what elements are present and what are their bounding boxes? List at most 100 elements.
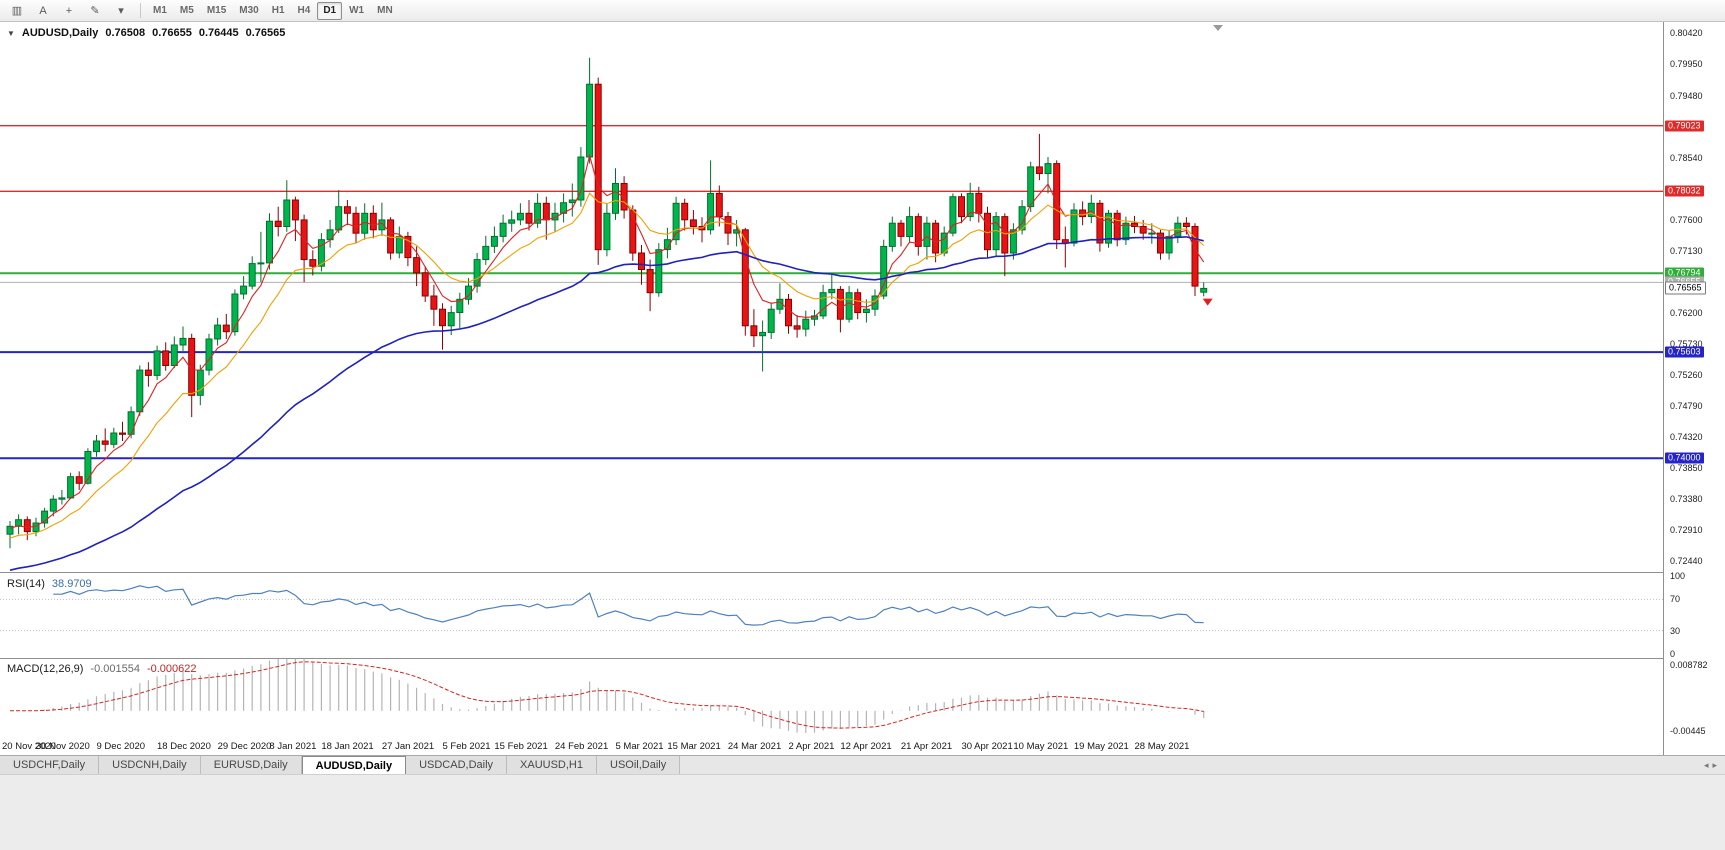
date-label: 30 Apr 2021	[961, 741, 1013, 752]
chart-symbol: AUDUSD,Daily	[21, 27, 99, 39]
price-tick: 0.75730	[1670, 338, 1703, 349]
price-tick: 0.72910	[1670, 525, 1703, 536]
timeframe-m5[interactable]: M5	[179, 5, 194, 16]
price-axis[interactable]: 0.80420 0.79950 0.79480 0.78540 0.77600 0.771…	[1663, 22, 1725, 755]
date-label: 18 Jan 2021	[321, 741, 374, 752]
chart-tab-usdchf[interactable]: USDCHF,Daily	[0, 756, 100, 774]
level-price-badge: 0.78032	[1665, 185, 1704, 197]
rsi-label-row: RSI(14) 38.9709	[7, 578, 92, 590]
chart-area[interactable]: ▼ AUDUSD,Daily 0.76508 0.76655 0.76445 0…	[0, 22, 1725, 755]
price-tick: 0.73380	[1670, 494, 1703, 505]
pane-separator-macd[interactable]	[0, 658, 1725, 659]
date-label: 5 Feb 2021	[442, 741, 491, 752]
timeframe-group: M1 M5 M15 M30 H1 H4 D1 W1 MN	[147, 1, 399, 20]
timeframe-m15[interactable]: M15	[206, 5, 227, 16]
date-label: 5 Mar 2021	[615, 741, 664, 752]
chart-tab-usdcad[interactable]: USDCAD,Daily	[406, 756, 508, 774]
chart-window-icon[interactable]: ▥	[11, 5, 23, 17]
date-label: 24 Feb 2021	[554, 741, 609, 752]
price-tick: 0.80420	[1670, 28, 1703, 39]
timeframe-w1[interactable]: W1	[349, 5, 365, 16]
price-tick: 0.77130	[1670, 246, 1703, 256]
tab-scroll-left-icon[interactable]: ◂	[1703, 759, 1709, 770]
date-label: 27 Jan 2021	[381, 741, 435, 752]
timeframe-mn[interactable]: MN	[377, 5, 393, 16]
timeframe-h4[interactable]: H4	[297, 5, 311, 16]
price-tick: 0.76200	[1670, 307, 1703, 318]
date-label: 2 Apr 2021	[788, 741, 835, 752]
toolbar-separator	[140, 3, 141, 18]
chart-shift-marker[interactable]	[1213, 25, 1223, 31]
toolbar-icon-group: ▥ A + ✎ ▾	[4, 1, 134, 21]
dropdown-arrow-icon[interactable]: ▾	[118, 5, 124, 17]
date-label: 24 Mar 2021	[727, 741, 782, 752]
top-toolbar: ▥ A + ✎ ▾ M1 M5 M15 M30 H1 H4 D1 W1 MN	[0, 0, 1725, 22]
price-tick: 0.79950	[1670, 59, 1703, 70]
status-area	[0, 774, 1725, 850]
rsi-value: 38.9709	[51, 578, 92, 590]
chart-tab-audusd[interactable]: AUDUSD,Daily	[301, 756, 407, 774]
chart-tab-usoil[interactable]: USOil,Daily	[597, 756, 681, 774]
tab-scroll-right-icon[interactable]: ▸	[1712, 759, 1717, 770]
date-label: 8 Jan 2021	[269, 741, 317, 752]
chart-tab-eurusd[interactable]: EURUSD,Daily	[200, 756, 302, 774]
rsi-axis-tick: 70	[1670, 594, 1681, 605]
macd-label-row: MACD(12,26,9) -0.001554 -0.000622	[7, 663, 197, 675]
chart-tab-bar: USDCHF,Daily USDCNH,Daily EURUSD,Daily AUDU…	[0, 755, 1725, 774]
rsi-canvas[interactable]	[0, 573, 1663, 657]
price-chart-canvas[interactable]	[0, 22, 1663, 572]
macd-signal-value: -0.000622	[146, 663, 197, 675]
price-tick: 0.73850	[1670, 463, 1703, 474]
rsi-label: RSI(14)	[7, 578, 45, 590]
date-label: 30 Nov 2020	[35, 741, 90, 752]
level-price-badge: 0.75603	[1665, 346, 1704, 358]
macd-canvas[interactable]	[0, 659, 1663, 737]
chart-tab-xauusd[interactable]: XAUUSD,H1	[507, 756, 597, 774]
current-price-badge: 0.76565	[1665, 281, 1706, 295]
timeframe-m1[interactable]: M1	[153, 5, 167, 16]
date-label: 20 Nov 2020	[2, 741, 56, 752]
collapse-triangle-icon[interactable]: ▼	[7, 28, 15, 38]
chart-low: 0.76445	[198, 27, 239, 39]
level-price-badge: 0.74000	[1665, 452, 1704, 464]
cursor-icon[interactable]: A	[39, 4, 47, 17]
chart-high: 0.76655	[152, 27, 192, 39]
date-label: 10 May 2021	[1013, 741, 1069, 752]
macd-label: MACD(12,26,9)	[7, 663, 84, 675]
crosshair-icon[interactable]: +	[65, 4, 73, 17]
timeframe-d1[interactable]: D1	[317, 1, 343, 20]
chart-header: ▼ AUDUSD,Daily 0.76508 0.76655 0.76445 0…	[7, 27, 285, 39]
pane-separator-rsi[interactable]	[0, 572, 1725, 573]
rsi-axis-tick: 0	[1670, 649, 1676, 659]
date-label: 28 May 2021	[1134, 741, 1190, 752]
price-tick: 0.74790	[1670, 400, 1703, 411]
chart-tab-usdcnh[interactable]: USDCNH,Daily	[99, 756, 201, 774]
date-label: 21 Apr 2021	[900, 741, 953, 752]
level-price-badge: 0.76794	[1665, 267, 1704, 279]
date-label: 18 Dec 2020	[157, 741, 211, 752]
draw-tools-icon[interactable]: ✎	[90, 5, 100, 17]
date-label: 29 Dec 2020	[217, 741, 272, 752]
price-tick: 0.77600	[1670, 214, 1703, 225]
date-axis[interactable]: 20 Nov 2020 30 Nov 2020 9 Dec 2020 18 Dec 2…	[0, 737, 1663, 755]
price-tick: 0.78540	[1670, 152, 1703, 163]
date-label: 19 May 2021	[1073, 741, 1129, 752]
chart-close: 0.76565	[245, 27, 286, 39]
level-price-badge: 0.79023	[1665, 120, 1704, 132]
price-tick: 0.79480	[1670, 90, 1703, 101]
rsi-axis-tick: 30	[1670, 625, 1681, 636]
macd-axis-max: 0.008782	[1670, 660, 1708, 670]
price-tick: 0.72440	[1670, 556, 1703, 567]
macd-axis-min: -0.00445	[1670, 726, 1706, 736]
date-label: 12 Apr 2021	[840, 741, 892, 752]
price-tick: 0.75260	[1670, 369, 1703, 380]
price-tick: 0.74320	[1670, 432, 1703, 442]
macd-main-value: -0.001554	[90, 663, 140, 675]
chart-open: 0.76508	[105, 27, 146, 39]
date-label: 15 Feb 2021	[494, 741, 548, 752]
date-label: 15 Mar 2021	[667, 741, 721, 752]
timeframe-m30[interactable]: M30	[239, 5, 259, 16]
timeframe-h1[interactable]: H1	[271, 5, 285, 16]
date-label: 9 Dec 2020	[96, 741, 146, 752]
